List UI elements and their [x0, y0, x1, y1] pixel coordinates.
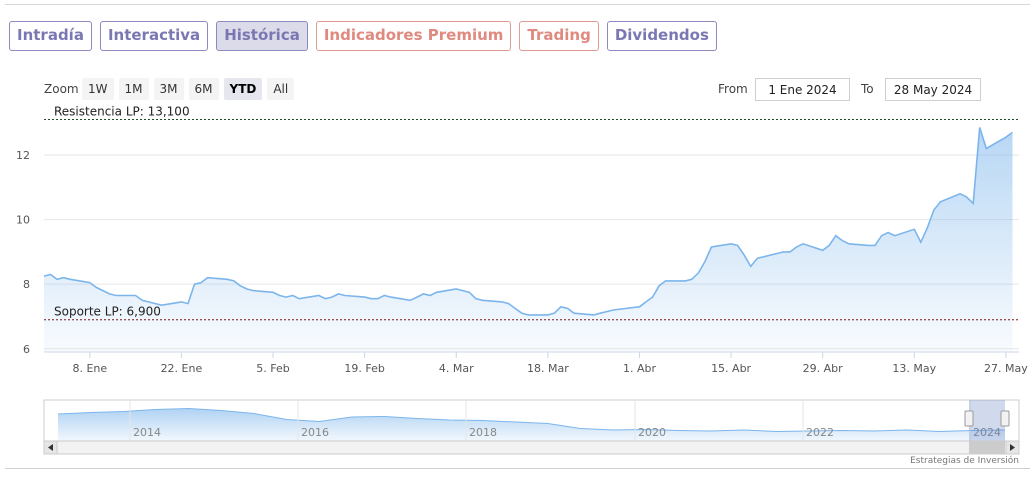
- from-label: From: [718, 82, 748, 96]
- x-tick-label: 8. Ene: [72, 362, 107, 375]
- navigator-year-label: 2020: [638, 426, 666, 439]
- tab-interactiva[interactable]: Interactiva: [99, 21, 209, 51]
- x-tick-label: 22. Ene: [161, 362, 203, 375]
- zoom-all-button[interactable]: All: [267, 78, 295, 100]
- navigator[interactable]: 2014 2016 2018 2020 2022 2024: [43, 399, 1020, 455]
- chart-credit: Estrategias de Inversión: [910, 456, 1019, 466]
- reference-lines: Resistencia LP: 13,100 Soporte LP: 6,900: [44, 104, 1019, 321]
- chevron-left-icon: [48, 444, 53, 451]
- scrollbar-track[interactable]: [43, 440, 1020, 455]
- price-line: [43, 127, 1013, 316]
- zoom-buttons: 1W 1M 3M 6M YTD All: [82, 78, 295, 100]
- x-tick-label: 4. Mar: [439, 362, 474, 375]
- navigator-area: [58, 408, 1005, 441]
- x-tick-label: 27. May: [984, 362, 1028, 375]
- zoom-6m-button[interactable]: 6M: [188, 78, 219, 100]
- navigator-year-label: 2022: [806, 426, 834, 439]
- x-tick-label: 13. May: [892, 362, 936, 375]
- navigator-selection[interactable]: [969, 400, 1005, 441]
- axes: 6 8 10 12 8. Ene 22. Ene 5. Feb 19. Feb 4. Mar 18…: [16, 149, 1028, 375]
- x-tick-label: 15. Abr: [711, 362, 751, 375]
- y-tick-label: 10: [16, 214, 30, 227]
- navigator-year-label: 2016: [301, 426, 329, 439]
- tab-indicadores-premium[interactable]: Indicadores Premium: [315, 21, 512, 51]
- y-tick-label: 12: [16, 149, 30, 162]
- tab-trading[interactable]: Trading: [519, 21, 599, 51]
- x-tick-label: 1. Abr: [623, 362, 656, 375]
- zoom-label: Zoom: [44, 82, 79, 96]
- y-tick-label: 8: [23, 278, 30, 291]
- navigator-year-label: 2018: [469, 426, 497, 439]
- tab-historica[interactable]: Histórica: [216, 21, 308, 51]
- to-label: To: [861, 82, 874, 96]
- x-tick-label: 18. Mar: [527, 362, 569, 375]
- resistance-label: Resistencia LP: 13,100: [54, 104, 190, 118]
- zoom-ytd-button[interactable]: YTD: [223, 78, 263, 100]
- navigator-left-handle[interactable]: [964, 410, 974, 427]
- to-date-input[interactable]: [885, 78, 981, 101]
- navigator-line: [57, 407, 1006, 433]
- chevron-right-icon: [1010, 444, 1015, 451]
- bottom-divider: [5, 468, 1030, 469]
- price-area: [43, 127, 1013, 352]
- navigator-year-label: 2024: [973, 426, 1001, 439]
- zoom-3m-button[interactable]: 3M: [153, 78, 184, 100]
- y-tick-label: 6: [23, 343, 30, 356]
- scrollbar-thumb[interactable]: [969, 441, 1005, 454]
- x-tick-label: 19. Feb: [344, 362, 384, 375]
- zoom-1m-button[interactable]: 1M: [118, 78, 149, 100]
- x-tick-label: 5. Feb: [256, 362, 289, 375]
- tab-dividendos[interactable]: Dividendos: [606, 21, 717, 51]
- from-date-input[interactable]: [755, 78, 850, 101]
- support-label: Soporte LP: 6,900: [54, 305, 161, 319]
- zoom-1w-button[interactable]: 1W: [82, 78, 114, 100]
- x-tick-label: 29. Abr: [803, 362, 843, 375]
- navigator-year-label: 2014: [133, 426, 161, 439]
- chart-tabs: Intradía Interactiva Histórica Indicador…: [9, 21, 717, 51]
- tab-intradia[interactable]: Intradía: [9, 21, 92, 51]
- navigator-right-handle[interactable]: [1000, 410, 1010, 427]
- price-area-fill: [44, 127, 1013, 352]
- top-divider: [5, 4, 1030, 5]
